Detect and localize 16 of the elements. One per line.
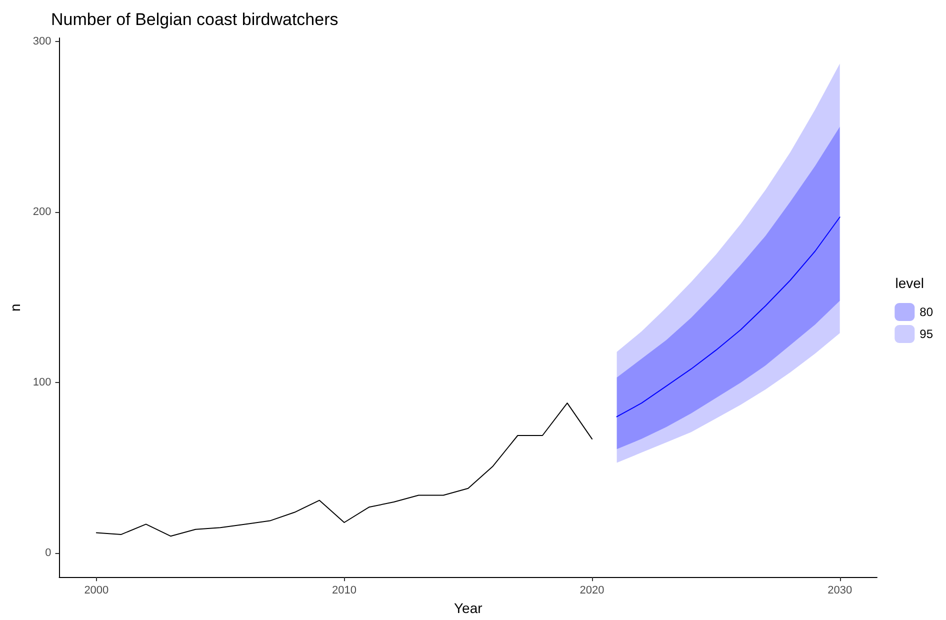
- x-tick-label: 2010: [332, 584, 356, 597]
- y-axis-title: n: [7, 304, 23, 312]
- line-series: [616, 216, 840, 418]
- x-tick-label: 2000: [84, 584, 109, 597]
- legend-label: 80: [920, 305, 934, 319]
- legend-title: level: [895, 275, 924, 291]
- x-tick-label: 2030: [828, 584, 852, 597]
- y-tick-label: 200: [32, 206, 52, 218]
- y-tick-label: 300: [32, 35, 52, 48]
- x-tick-label: 2020: [580, 584, 604, 597]
- line-series: [96, 402, 593, 537]
- legend-label: 95: [920, 327, 934, 341]
- y-tick-label: 0: [45, 547, 52, 560]
- x-axis-title: Year: [454, 600, 483, 616]
- y-tick-label: 100: [32, 376, 52, 389]
- chart-title: Number of Belgian coast birdwatchers: [51, 10, 338, 29]
